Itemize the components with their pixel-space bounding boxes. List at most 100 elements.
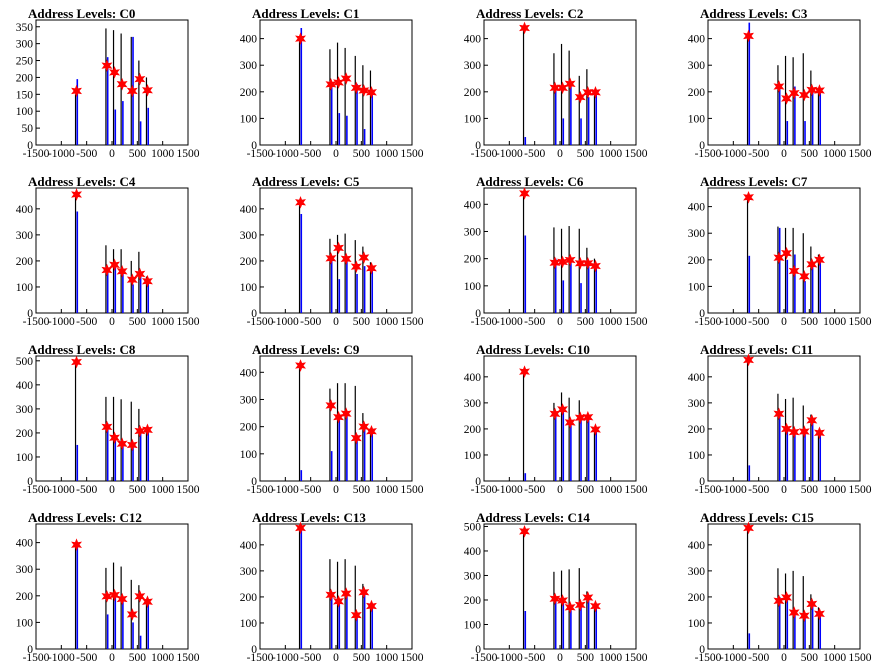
y-tick-label: 0 xyxy=(699,308,705,320)
chart-title: Address Levels: C11 xyxy=(700,342,813,357)
y-tick-label: 0 xyxy=(27,140,33,152)
x-tick-label: 1500 xyxy=(625,484,648,496)
y-tick-label: 300 xyxy=(240,60,258,72)
chart-panel: Address Levels: C0 0 50 100 150 200 250 300 350 -… xyxy=(0,0,224,168)
star-marker xyxy=(295,32,307,45)
x-tick-label: -1000 xyxy=(496,652,523,664)
star-marker xyxy=(582,410,594,424)
y-tick-label: 200 xyxy=(464,595,482,607)
y-tick-label: 100 xyxy=(240,113,258,125)
y-tick-label: 0 xyxy=(251,644,257,656)
chart-svg: Address Levels: C1 0 100 200 300 400 -1500-100… xyxy=(240,6,424,160)
star-marker xyxy=(141,83,153,97)
star-marker xyxy=(557,81,569,95)
chart-panel: Address Levels: C4 0 100 200 300 400 -1500 -100… xyxy=(0,168,224,336)
x-tick-label: 500 xyxy=(353,484,371,496)
x-tick-label: -500 xyxy=(748,316,769,328)
y-tick-label: 400 xyxy=(464,199,482,211)
star-marker xyxy=(141,423,153,437)
star-marker xyxy=(365,424,377,438)
star-marker xyxy=(773,80,785,93)
x-tick-label: 1000 xyxy=(599,484,622,496)
x-tick-label: 500 xyxy=(801,652,819,664)
star-marker xyxy=(574,411,586,425)
star-marker xyxy=(564,416,576,429)
star-marker xyxy=(564,601,576,614)
star-marker xyxy=(358,585,370,599)
chart-panel: Address Levels: C6 0 100 200 300 400 -1500 -100… xyxy=(448,168,672,336)
plot-frame xyxy=(483,355,637,482)
chart-title: Address Levels: C15 xyxy=(700,510,814,525)
y-tick-label: 300 xyxy=(16,39,34,51)
chart-svg: Address Levels: C11 0 100 200 300 400 -1500-10… xyxy=(688,342,872,496)
x-tick-label: -1500 xyxy=(247,484,274,496)
x-tick-label: 1000 xyxy=(151,148,174,160)
star-marker xyxy=(519,365,531,378)
y-tick-label: 100 xyxy=(16,452,34,464)
x-tick-label: 0 xyxy=(557,316,563,328)
x-tick-label: -500 xyxy=(76,652,97,664)
x-tick-label: -1500 xyxy=(23,484,50,496)
x-tick-label: 0 xyxy=(781,652,787,664)
x-tick-label: -500 xyxy=(76,316,97,328)
y-tick-label: 0 xyxy=(699,140,705,152)
chart-panel: Address Levels: C7 0 100 200 300 400 -1500 -100… xyxy=(672,168,896,336)
chart-panel: Address Levels: C9 0 100 200 300 400 -1500 -100… xyxy=(224,336,448,504)
y-tick-label: 400 xyxy=(688,202,706,214)
y-tick-label: 0 xyxy=(251,140,257,152)
y-tick-label: 400 xyxy=(464,372,482,384)
star-marker xyxy=(295,521,307,535)
star-marker xyxy=(743,191,755,204)
y-tick-label: 400 xyxy=(688,372,706,384)
star-marker xyxy=(788,606,800,619)
star-marker xyxy=(340,252,352,266)
chart-title: Address Levels: C6 xyxy=(476,174,584,189)
star-marker xyxy=(564,77,576,91)
y-tick-label: 100 xyxy=(16,106,34,118)
x-tick-label: -500 xyxy=(524,652,545,664)
y-tick-label: 400 xyxy=(688,540,706,552)
star-marker xyxy=(781,422,793,436)
x-tick-label: -1000 xyxy=(496,316,523,328)
star-marker xyxy=(781,591,793,604)
star-marker xyxy=(340,407,352,420)
chart-svg: Address Levels: C9 0 100 200 300 400 -1500-100… xyxy=(240,342,424,496)
star-marker xyxy=(358,84,370,97)
chart-title: Address Levels: C9 xyxy=(252,342,360,357)
x-tick-label: -500 xyxy=(76,484,97,496)
star-marker xyxy=(549,407,561,421)
star-marker xyxy=(574,90,586,104)
x-tick-label: 0 xyxy=(333,484,339,496)
y-tick-label: 200 xyxy=(464,87,482,99)
x-tick-label: 1500 xyxy=(401,316,424,328)
star-marker xyxy=(781,246,793,260)
x-tick-label: 1000 xyxy=(375,484,398,496)
x-tick-label: -1000 xyxy=(720,316,747,328)
y-tick-label: 400 xyxy=(240,204,258,216)
star-marker xyxy=(116,77,128,91)
star-marker xyxy=(333,595,345,608)
y-tick-label: 400 xyxy=(464,34,482,46)
star-marker xyxy=(574,256,586,270)
plot-frame xyxy=(483,19,637,146)
y-tick-label: 100 xyxy=(240,282,258,294)
plot-frame xyxy=(35,187,189,314)
x-tick-label: -500 xyxy=(748,652,769,664)
star-marker xyxy=(126,273,138,286)
star-marker xyxy=(813,607,825,621)
star-marker xyxy=(333,241,345,255)
chart-svg: Address Levels: C10 0 100 200 300 400 -1500-10… xyxy=(464,342,648,496)
star-marker xyxy=(549,81,561,95)
y-tick-label: 200 xyxy=(688,592,706,604)
x-tick-label: 500 xyxy=(353,316,371,328)
x-tick-label: 0 xyxy=(109,316,115,328)
star-marker xyxy=(358,420,370,433)
x-tick-label: 500 xyxy=(353,652,371,664)
star-marker xyxy=(798,88,810,102)
chart-svg: Address Levels: C2 0 100 200 300 400 -1500-100… xyxy=(464,6,648,160)
y-tick-label: 100 xyxy=(240,618,258,630)
y-tick-label: 100 xyxy=(464,281,482,293)
x-tick-label: 1500 xyxy=(177,484,200,496)
x-tick-label: -1000 xyxy=(720,484,747,496)
star-marker xyxy=(340,72,352,85)
